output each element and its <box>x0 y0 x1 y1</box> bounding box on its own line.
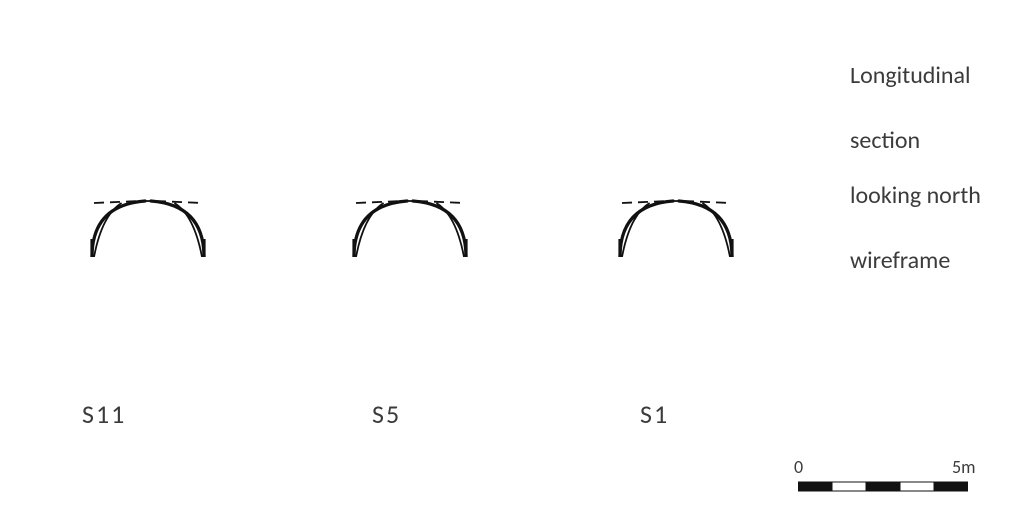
arch-label-S5: S5 <box>372 398 401 430</box>
arch-svg <box>350 195 470 257</box>
subtitle-line-1: looking north <box>850 181 981 210</box>
scale-label-left: 0 <box>794 456 803 478</box>
arch-S11 <box>88 195 208 257</box>
subtitle-text: looking north wireframe <box>850 148 981 278</box>
arch-svg <box>88 195 208 257</box>
scale-bar: 05m <box>798 478 968 489</box>
arch-label-S11: S11 <box>82 398 126 430</box>
title-text: Longitudinal section <box>850 28 971 158</box>
arch-S5 <box>350 195 470 257</box>
arch-S1 <box>616 195 736 257</box>
subtitle-line-2: wireframe <box>850 246 950 275</box>
arch-label-S1: S1 <box>640 398 669 430</box>
title-line-1: Longitudinal <box>850 61 971 90</box>
scale-bar-svg <box>798 481 968 492</box>
arch-svg <box>616 195 736 257</box>
scale-label-right: 5m <box>952 456 976 478</box>
